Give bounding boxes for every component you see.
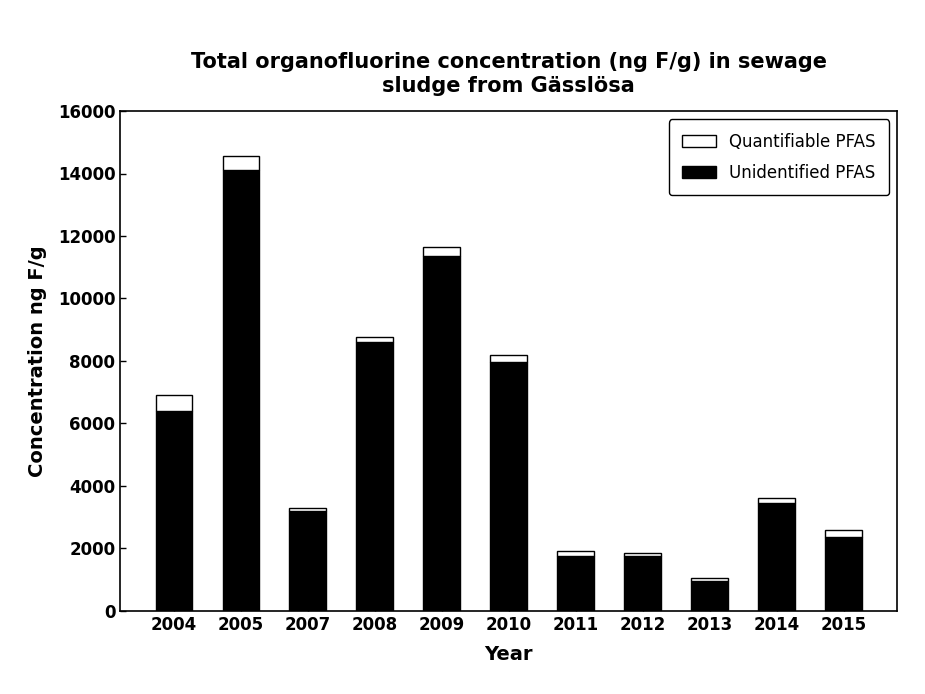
Bar [691, 578, 728, 581]
Bar [691, 581, 728, 611]
Bar [223, 171, 259, 611]
Bar [557, 551, 594, 556]
Bar [825, 537, 862, 611]
Bar [557, 556, 594, 611]
Title: Total organofluorine concentration (ng F/g) in sewage
sludge from Gässlösa: Total organofluorine concentration (ng F… [191, 52, 827, 96]
Y-axis label: Concentration ng F/g: Concentration ng F/g [28, 245, 46, 477]
Bar [490, 355, 527, 362]
Bar [758, 498, 795, 503]
Legend: Quantifiable PFAS, Unidentified PFAS: Quantifiable PFAS, Unidentified PFAS [669, 119, 889, 196]
Bar [155, 411, 192, 611]
Bar [223, 156, 259, 171]
Bar [490, 362, 527, 611]
Bar [290, 508, 327, 511]
Bar [624, 556, 661, 611]
X-axis label: Year: Year [485, 645, 533, 663]
Bar [758, 503, 795, 611]
Bar [624, 553, 661, 556]
Bar [155, 396, 192, 411]
Bar [356, 342, 393, 611]
Bar [424, 247, 461, 256]
Bar [356, 337, 393, 342]
Bar [424, 256, 461, 611]
Bar [825, 530, 862, 537]
Bar [290, 511, 327, 611]
